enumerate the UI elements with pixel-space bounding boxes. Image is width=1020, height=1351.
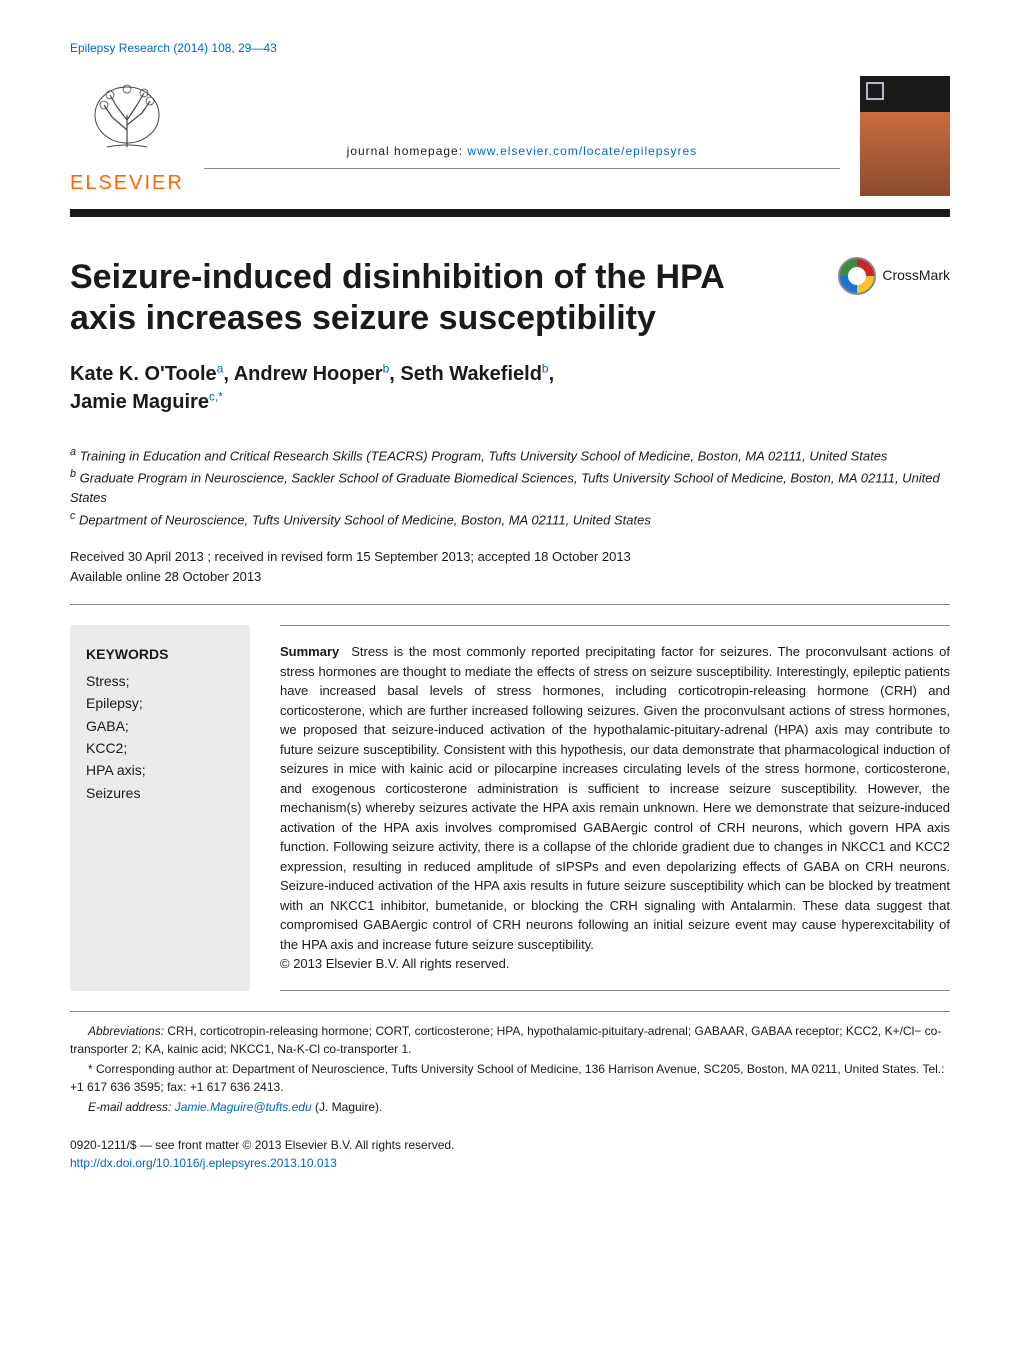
author-1: Kate K. O'Toole [70, 363, 217, 385]
doi-link[interactable]: http://dx.doi.org/10.1016/j.eplepsyres.2… [70, 1156, 337, 1170]
affil-link-c[interactable]: c,* [209, 390, 223, 404]
affil-link-b2[interactable]: b [542, 362, 549, 376]
abstract-copyright: © 2013 Elsevier B.V. All rights reserved… [280, 954, 950, 974]
author-3: Seth Wakefield [400, 363, 542, 385]
journal-ref-link[interactable]: Epilepsy Research (2014) 108, 29—43 [70, 41, 277, 55]
keywords-title: KEYWORDS [86, 643, 234, 665]
crossmark-label: CrossMark [882, 266, 950, 286]
publisher-logo[interactable]: ELSEVIER [70, 75, 184, 197]
keyword-2: GABA; [86, 715, 234, 737]
keyword-0: Stress; [86, 670, 234, 692]
title-row: Seizure-induced disinhibition of the HPA… [70, 257, 950, 361]
keyword-4: HPA axis; [86, 759, 234, 781]
affiliation-b: b Graduate Program in Neuroscience, Sack… [70, 466, 950, 507]
received-date: Received 30 April 2013 ; received in rev… [70, 547, 950, 567]
affiliation-a: a Training in Education and Critical Res… [70, 444, 950, 466]
online-date: Available online 28 October 2013 [70, 567, 950, 587]
abbreviations: Abbreviations: CRH, corticotropin-releas… [70, 1022, 950, 1058]
summary-block: SummaryStress is the most commonly repor… [280, 625, 950, 991]
article-title: Seizure-induced disinhibition of the HPA… [70, 257, 770, 339]
affiliation-c: c Department of Neuroscience, Tufts Univ… [70, 508, 950, 530]
keyword-3: KCC2; [86, 737, 234, 759]
affil-link-b[interactable]: b [383, 362, 390, 376]
crossmark-icon [838, 257, 876, 295]
journal-cover-thumbnail[interactable] [860, 76, 950, 196]
author-4: Jamie Maguire [70, 391, 209, 413]
corresponding-author: * Corresponding author at: Department of… [70, 1060, 950, 1096]
crossmark-badge[interactable]: CrossMark [838, 257, 950, 295]
footer: 0920-1211/$ — see front matter © 2013 El… [70, 1136, 950, 1172]
elsevier-tree-icon [82, 75, 172, 165]
summary-text: Stress is the most commonly reported pre… [280, 644, 950, 952]
header-bar: ELSEVIER journal homepage: www.elsevier.… [70, 75, 950, 217]
email-link[interactable]: Jamie.Maguire@tufts.edu [175, 1100, 312, 1114]
homepage-link[interactable]: www.elsevier.com/locate/epilepsyres [467, 144, 697, 158]
author-2: Andrew Hooper [234, 363, 383, 385]
footnotes: Abbreviations: CRH, corticotropin-releas… [70, 1011, 950, 1116]
issn-line: 0920-1211/$ — see front matter © 2013 El… [70, 1136, 950, 1154]
article-dates: Received 30 April 2013 ; received in rev… [70, 547, 950, 605]
abstract-row: KEYWORDS Stress; Epilepsy; GABA; KCC2; H… [70, 625, 950, 991]
journal-reference: Epilepsy Research (2014) 108, 29—43 [70, 40, 950, 57]
email-line: E-mail address: Jamie.Maguire@tufts.edu … [70, 1098, 950, 1116]
affil-link-a[interactable]: a [217, 362, 224, 376]
keyword-1: Epilepsy; [86, 692, 234, 714]
keyword-5: Seizures [86, 782, 234, 804]
homepage-label: journal homepage: [347, 144, 463, 158]
summary-label: Summary [280, 644, 339, 659]
authors-list: Kate K. O'Toolea, Andrew Hooperb, Seth W… [70, 360, 950, 416]
affiliations: a Training in Education and Critical Res… [70, 444, 950, 529]
journal-homepage: journal homepage: www.elsevier.com/locat… [204, 103, 840, 169]
keywords-box: KEYWORDS Stress; Epilepsy; GABA; KCC2; H… [70, 625, 250, 991]
publisher-name: ELSEVIER [70, 169, 184, 197]
